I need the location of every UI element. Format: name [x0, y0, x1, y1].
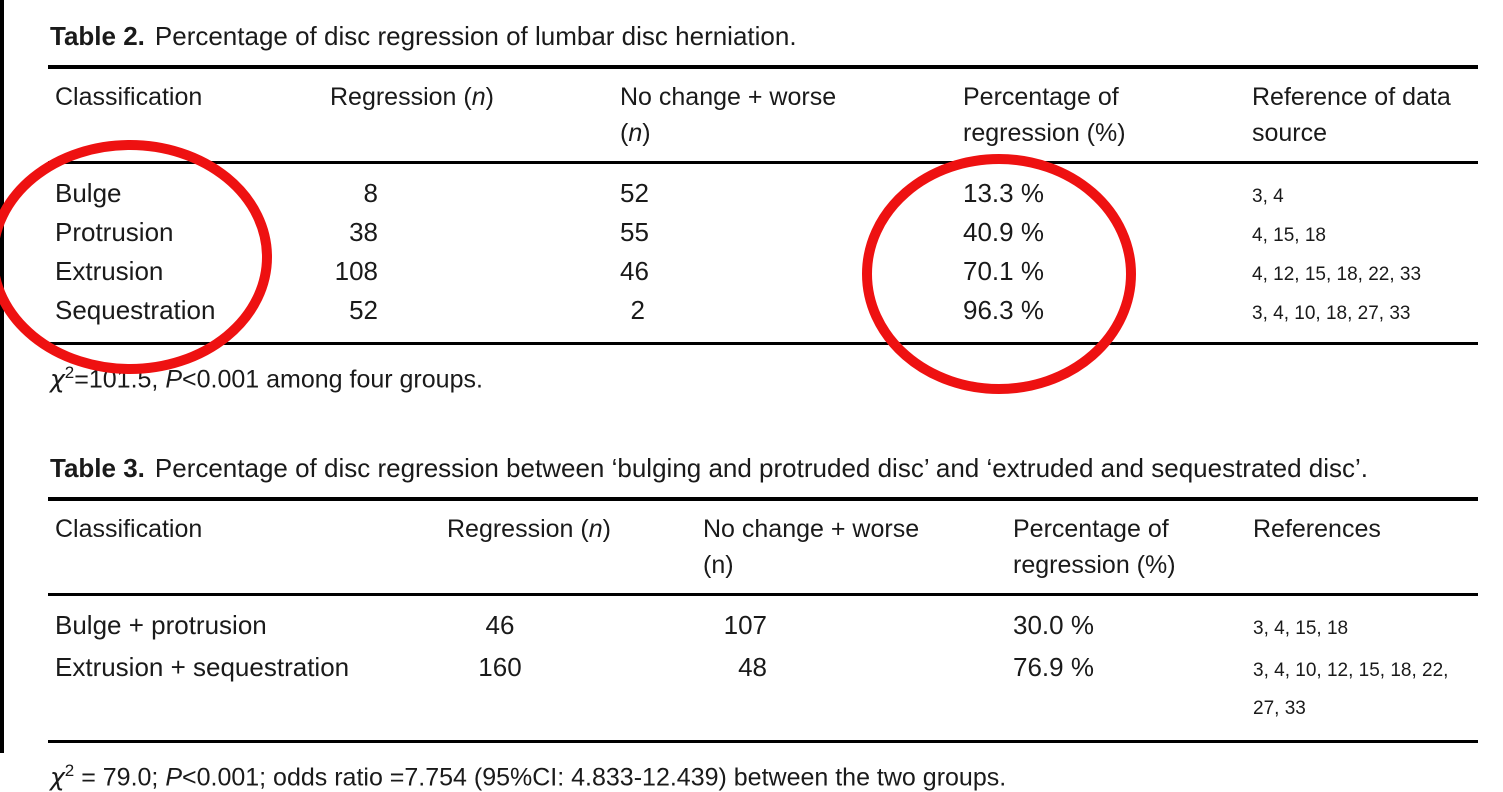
cell-no-change: 46 [620, 256, 649, 286]
cell-references: 3, 4, 10, 18, 27, 33 [1252, 291, 1478, 345]
cell-classification: Sequestration [48, 291, 330, 345]
cell-regression: 108 [334, 256, 378, 286]
cell-percentage: 40.9 % [963, 217, 1044, 247]
cell-regression: 160 [447, 648, 703, 743]
column-header-percentage: Percentage of regression (%) [963, 65, 1252, 164]
cell-regression: 38 [349, 217, 378, 247]
table2-section: Table 2. Percentage of disc regression of… [48, 20, 1478, 394]
cell-percentage: 30.0 % [1013, 610, 1094, 640]
table-row: Extrusion 108 46 70.1 % 4, 12, 15, 18, 2… [48, 252, 1478, 291]
table-row: Sequestration 52 2 96.3 % 3, 4, 10, 18, … [48, 291, 1478, 345]
table3-title-text: Percentage of disc regression between ‘b… [154, 453, 1369, 483]
table3-header-row: Classification Regression (n) No change … [48, 497, 1478, 596]
cell-references: 3, 4, 15, 18 [1253, 618, 1349, 639]
table2-footnote: χ2=101.5, P<0.001 among four groups. [50, 363, 483, 394]
column-header-classification: Classification [48, 65, 330, 164]
table-row: Protrusion 38 55 40.9 % 4, 15, 18 [48, 213, 1478, 252]
cell-references: 3, 4, 10, 12, 15, 18, 22, 27, 33 [1253, 648, 1478, 743]
column-header-classification: Classification [48, 497, 447, 596]
cell-references: 4, 12, 15, 18, 22, 33 [1252, 264, 1422, 285]
table2-header-row: Classification Regression (n) No change … [48, 65, 1478, 164]
table3-section: Table 3. Percentage of disc regression be… [48, 452, 1478, 792]
cell-no-change: 55 [620, 217, 649, 247]
cell-no-change: 107 [723, 610, 767, 640]
table-row: Bulge + protrusion 46 107 30.0 % 3, 4, 1… [48, 595, 1478, 649]
column-header-regression: Regression (n) [447, 497, 703, 596]
table3: Classification Regression (n) No change … [48, 497, 1478, 743]
column-header-reference: Reference of data source [1252, 65, 1478, 164]
column-header-regression: Regression (n) [330, 65, 620, 164]
cell-classification: Bulge + protrusion [55, 610, 267, 640]
table2: Classification Regression (n) No change … [48, 65, 1478, 345]
cell-no-change: 48 [703, 648, 1013, 743]
cell-classification: Extrusion [55, 256, 164, 286]
table3-title: Table 3. Percentage of disc regression be… [50, 452, 1478, 484]
cell-percentage: 96.3 % [963, 291, 1252, 345]
table-row: Extrusion + sequestration 160 48 76.9 % … [48, 648, 1478, 743]
column-header-references: References [1253, 497, 1478, 596]
cell-no-change: 52 [620, 178, 649, 208]
cell-percentage: 70.1 % [963, 256, 1044, 286]
cell-regression: 8 [363, 178, 378, 208]
table3-title-label: Table 3. [50, 453, 145, 483]
column-header-percentage: Percentage of regression (%) [1013, 497, 1253, 596]
cell-regression: 52 [330, 291, 620, 345]
cell-regression: 46 [485, 610, 515, 640]
cell-classification: Protrusion [55, 217, 174, 247]
table2-title: Table 2. Percentage of disc regression of… [50, 20, 1478, 52]
table-row: Bulge 8 52 13.3 % 3, 4 [48, 163, 1478, 214]
cell-references: 3, 4 [1252, 186, 1284, 207]
cell-no-change: 2 [620, 291, 963, 345]
cell-classification: Extrusion + sequestration [48, 648, 447, 743]
table3-footnote: χ2 = 79.0; P<0.001; odds ratio =7.754 (9… [50, 761, 1007, 792]
cell-classification: Bulge [55, 178, 122, 208]
table2-title-text: Percentage of disc regression of lumbar … [154, 21, 797, 51]
cell-references: 4, 15, 18 [1252, 225, 1326, 246]
column-header-no-change: No change + worse (n) [703, 497, 1013, 596]
scan-edge-bar [0, 0, 4, 753]
cell-percentage: 76.9 % [1013, 648, 1253, 743]
cell-percentage: 13.3 % [963, 178, 1044, 208]
column-header-no-change: No change + worse (n) [620, 65, 963, 164]
table2-title-label: Table 2. [50, 21, 145, 51]
